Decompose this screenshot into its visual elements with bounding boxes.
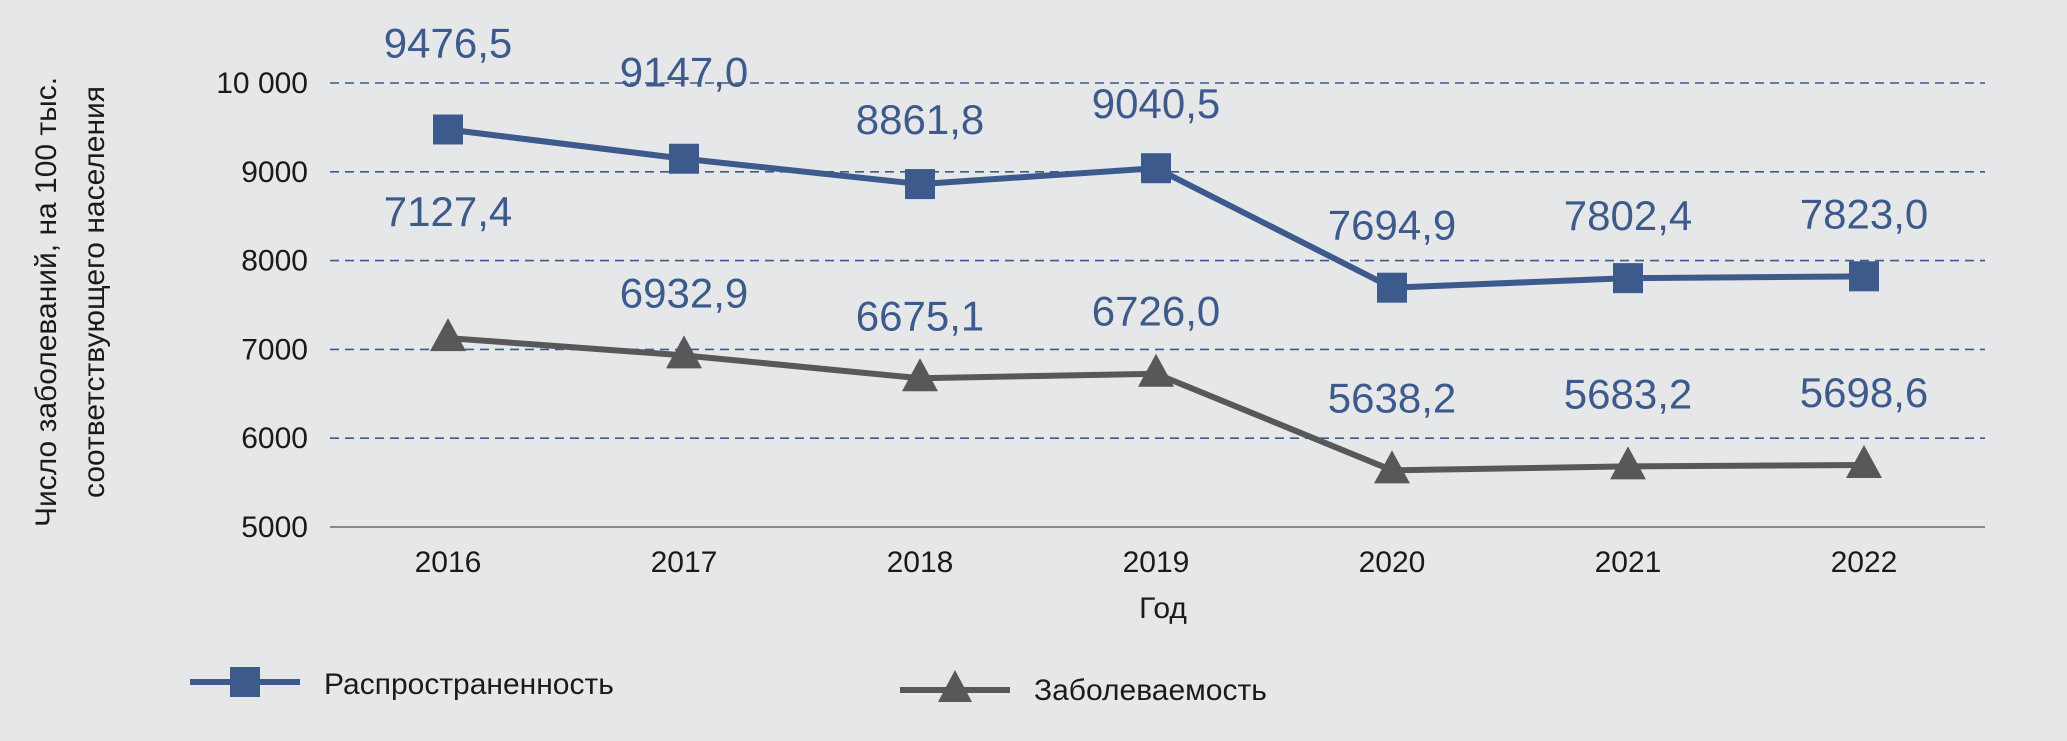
data-label-series-1-2016: 9476,5 [384, 19, 512, 66]
series-2-point-2016 [430, 318, 466, 352]
series-2-point-2022 [1846, 444, 1882, 478]
y-axis-title-line-2: соответствующего населения [78, 86, 111, 498]
data-label-series-1-2017: 9147,0 [620, 49, 748, 96]
x-tick-label: 2016 [415, 546, 482, 579]
data-label-series-1-2020: 7694,9 [1328, 202, 1456, 249]
data-label-series-2-2021: 5683,2 [1564, 370, 1692, 417]
series-1-point-2019 [1141, 153, 1171, 184]
y-tick-label: 9000 [241, 156, 308, 189]
y-tick-label: 6000 [241, 422, 308, 455]
data-label-series-2-2017: 6932,9 [620, 269, 748, 316]
data-label-series-2-2022: 5698,6 [1800, 369, 1928, 416]
series-2-point-2019 [1138, 353, 1174, 387]
series-1-point-2017 [669, 143, 699, 174]
series-1-point-2020 [1377, 272, 1407, 303]
series-group [430, 114, 1882, 484]
series-2-point-2021 [1610, 446, 1646, 480]
legend: Распространенность Заболеваемость [190, 667, 1267, 707]
series-1-point-2018 [905, 169, 935, 200]
data-label-series-2-2018: 6675,1 [856, 292, 984, 339]
x-tick-label: 2017 [651, 546, 718, 579]
legend-incidence-triangle-icon [938, 670, 972, 702]
legend-item-prevalence: Распространенность [190, 667, 614, 701]
x-tick-label: 2018 [887, 546, 954, 579]
series-1-point-2022 [1849, 261, 1879, 292]
y-tick-label: 7000 [241, 333, 308, 366]
data-labels: 9476,5 9147,0 8861,8 9040,5 7694,9 7802,4 7823… [384, 19, 1928, 421]
x-tick-label: 2020 [1359, 546, 1426, 579]
data-label-series-2-2019: 6726,0 [1092, 288, 1220, 335]
legend-prevalence-square-icon [230, 667, 260, 697]
x-axis-title: Год [1139, 592, 1187, 625]
data-label-series-2-2016: 7127,4 [384, 188, 512, 235]
x-tick-label: 2019 [1123, 546, 1190, 579]
series-2-point-2017 [666, 335, 702, 369]
series-2-point-2018 [902, 358, 938, 392]
y-tick-label: 8000 [241, 245, 308, 278]
x-tick-label: 2022 [1831, 546, 1898, 579]
x-tick-label: 2021 [1595, 546, 1662, 579]
legend-item-incidence: Заболеваемость [900, 670, 1267, 707]
data-label-series-1-2018: 8861,8 [856, 96, 984, 143]
y-tick-label: 10 000 [216, 67, 308, 100]
series-2-point-2020 [1374, 450, 1410, 484]
y-axis-ticks: 5000 6000 7000 8000 9000 10 000 [216, 67, 308, 544]
x-axis-ticks: 2016 2017 2018 2019 2020 2021 2022 [415, 546, 1898, 579]
y-tick-label: 5000 [241, 511, 308, 544]
data-label-series-1-2021: 7802,4 [1564, 192, 1692, 239]
data-label-series-1-2019: 9040,5 [1092, 80, 1220, 127]
legend-incidence-label: Заболеваемость [1034, 674, 1267, 707]
data-label-series-2-2020: 5638,2 [1328, 374, 1456, 421]
series-1-point-2021 [1613, 263, 1643, 294]
legend-prevalence-label: Распространенность [324, 668, 614, 701]
data-label-series-1-2022: 7823,0 [1800, 190, 1928, 237]
y-axis-title-line-1: Число заболеваний, на 100 тыс. [30, 77, 63, 527]
series-1-point-2016 [433, 114, 463, 145]
